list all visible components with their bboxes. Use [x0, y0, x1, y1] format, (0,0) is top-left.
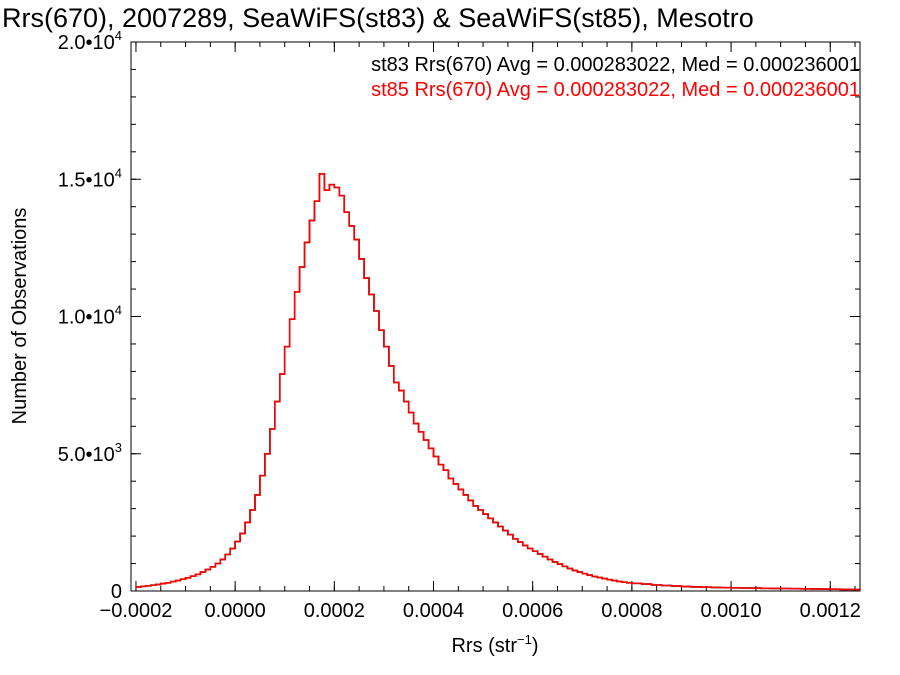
x-tick-label: 0.0002	[304, 600, 365, 622]
y-axis-label: Number of Observations	[9, 208, 31, 425]
series-st85-histogram	[136, 173, 861, 591]
y-tick-label: 5.0•103	[58, 440, 122, 466]
y-tick-label: 0	[111, 581, 122, 603]
legend-st85: st85 Rrs(670) Avg = 0.000283022, Med = 0…	[371, 79, 860, 101]
x-tick-label: 0.0008	[601, 600, 662, 622]
chart-title: Rrs(670), 2007289, SeaWiFS(st83) & SeaWi…	[2, 3, 754, 33]
x-axis-ticks: −0.0002 0.0000 0.0002 0.0004 0.0006 0.0008 0.0…	[100, 42, 861, 622]
y-tick-label: 1.5•104	[58, 165, 122, 191]
legend-st83: st83 Rrs(670) Avg = 0.000283022, Med = 0…	[371, 54, 860, 76]
x-tick-label: 0.0004	[403, 600, 464, 622]
x-tick-label: 0.0010	[700, 600, 761, 622]
y-tick-label: 1.0•104	[58, 303, 122, 329]
y-tick-label: 2.0•104	[58, 28, 122, 54]
x-tick-label: 0.0000	[205, 600, 266, 622]
x-tick-label: −0.0002	[100, 600, 173, 622]
y-axis-ticks: 0 5.0•103 1.0•104 1.5•104 2.0•104	[58, 28, 860, 603]
plot-frame	[130, 41, 861, 592]
x-axis-label: Rrs (str−1)	[451, 632, 538, 657]
x-tick-label: 0.0006	[502, 600, 563, 622]
x-tick-label: 0.0012	[800, 600, 861, 622]
